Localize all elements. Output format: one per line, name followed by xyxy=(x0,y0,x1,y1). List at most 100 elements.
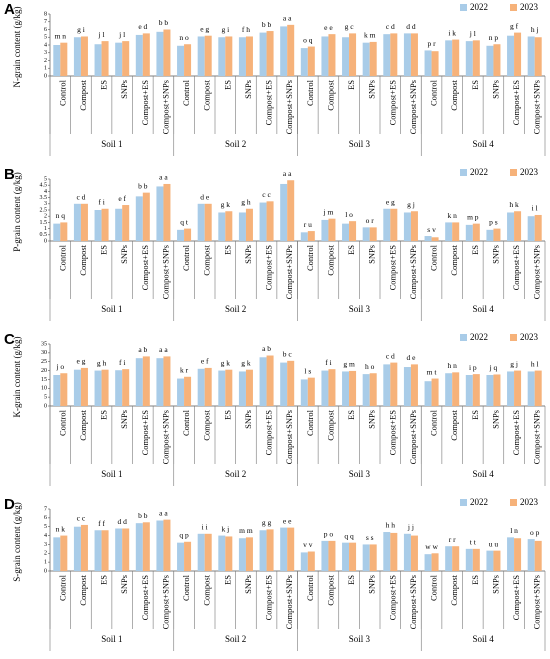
x-tick-label: Compost xyxy=(449,79,459,110)
bar xyxy=(507,212,515,241)
bar xyxy=(321,370,329,406)
significance-letters: g k xyxy=(221,358,231,367)
bar xyxy=(184,228,192,241)
x-tick-label: SNPs xyxy=(490,80,500,99)
y-tick-label: 5 xyxy=(44,35,47,41)
significance-letters: g f xyxy=(510,21,519,30)
y-tick-label: 20 xyxy=(41,368,47,374)
bar xyxy=(300,232,308,241)
significance-letters: o p xyxy=(530,528,540,537)
bar xyxy=(218,37,226,76)
bar xyxy=(177,378,185,406)
bar xyxy=(280,362,288,406)
bar xyxy=(266,529,274,571)
significance-letters: j j xyxy=(407,523,414,532)
significance-letters: m t xyxy=(427,367,438,376)
significance-letters: d e xyxy=(200,193,210,202)
significance-letters: j q xyxy=(489,363,498,372)
bar xyxy=(383,34,391,76)
x-tick-label: SNPs xyxy=(119,575,129,594)
bar xyxy=(225,369,233,406)
bar xyxy=(300,48,308,76)
y-tick-label: 0 xyxy=(44,403,47,409)
y-tick-label: 6 xyxy=(44,515,47,521)
significance-letters: h k xyxy=(509,200,519,209)
bar xyxy=(218,370,226,406)
bar xyxy=(197,36,205,76)
y-tick-label: 5 xyxy=(44,395,47,401)
bar xyxy=(245,537,253,571)
x-tick-label: Compost xyxy=(449,244,459,275)
x-tick-label: Control xyxy=(429,409,439,436)
bar xyxy=(349,221,357,241)
bar xyxy=(307,46,315,76)
bar xyxy=(307,551,315,571)
bar xyxy=(245,36,253,76)
panel-label: C xyxy=(4,331,15,348)
group-label: Soil 3 xyxy=(349,304,371,314)
bar xyxy=(527,216,535,241)
significance-letters: f i xyxy=(98,197,104,206)
x-tick-label: Control xyxy=(429,574,439,601)
bar xyxy=(135,523,143,571)
x-tick-label: Compost+SNPs xyxy=(532,80,542,134)
x-tick-label: Compost+SNPs xyxy=(408,410,418,464)
y-tick-label: 1 xyxy=(44,226,47,232)
group-label: Soil 3 xyxy=(349,139,371,149)
x-tick-label: SNPs xyxy=(243,575,253,594)
x-tick-label: Compost xyxy=(325,409,335,440)
bar xyxy=(349,370,357,406)
x-tick-label: SNPs xyxy=(367,245,377,264)
bar xyxy=(53,45,61,76)
bar xyxy=(60,222,68,241)
significance-letters: q q xyxy=(344,531,354,540)
significance-letters: a a xyxy=(159,508,168,517)
bar xyxy=(328,34,336,76)
significance-letters: g k xyxy=(221,200,231,209)
significance-letters: i l xyxy=(532,204,538,213)
significance-letters: k m xyxy=(364,31,376,40)
bar xyxy=(486,550,494,571)
bar xyxy=(403,367,411,406)
significance-letters: b b xyxy=(262,20,272,29)
panel-label: A xyxy=(4,1,15,18)
bar xyxy=(245,208,253,241)
bar xyxy=(362,42,370,76)
bar xyxy=(156,520,164,571)
x-tick-label: Compost+ES xyxy=(511,80,521,126)
x-tick-label: SNPs xyxy=(119,80,129,99)
bar xyxy=(452,222,460,241)
bar xyxy=(424,381,432,406)
x-tick-label: ES xyxy=(222,80,232,90)
bar xyxy=(410,364,418,406)
y-tick-label: 3 xyxy=(44,201,47,207)
legend-swatch xyxy=(510,499,517,506)
x-tick-label: SNPs xyxy=(367,410,377,429)
x-tick-label: ES xyxy=(470,410,480,420)
x-tick-label: Compost xyxy=(449,574,459,605)
x-tick-label: Compost+SNPs xyxy=(408,575,418,629)
bar xyxy=(465,375,473,406)
group-label: Soil 4 xyxy=(472,304,494,314)
x-tick-label: SNPs xyxy=(243,410,253,429)
bar xyxy=(287,360,295,406)
bar xyxy=(431,378,439,406)
bar xyxy=(534,370,542,406)
bar xyxy=(73,203,81,241)
bar xyxy=(122,205,130,241)
significance-letters: j l xyxy=(469,29,476,38)
bar xyxy=(60,42,68,76)
x-tick-label: SNPs xyxy=(367,80,377,99)
x-tick-label: Compost+ES xyxy=(264,575,274,621)
significance-letters: g k xyxy=(241,358,251,367)
x-tick-label: Compost+ES xyxy=(264,80,274,126)
bar xyxy=(184,44,192,76)
y-tick-label: 6 xyxy=(44,27,47,33)
x-tick-label: Control xyxy=(57,409,67,436)
bar xyxy=(472,223,480,241)
x-tick-label: Compost+SNPs xyxy=(532,410,542,464)
significance-letters: j l xyxy=(98,30,105,39)
significance-letters: e g xyxy=(76,357,85,366)
bar xyxy=(507,35,515,76)
